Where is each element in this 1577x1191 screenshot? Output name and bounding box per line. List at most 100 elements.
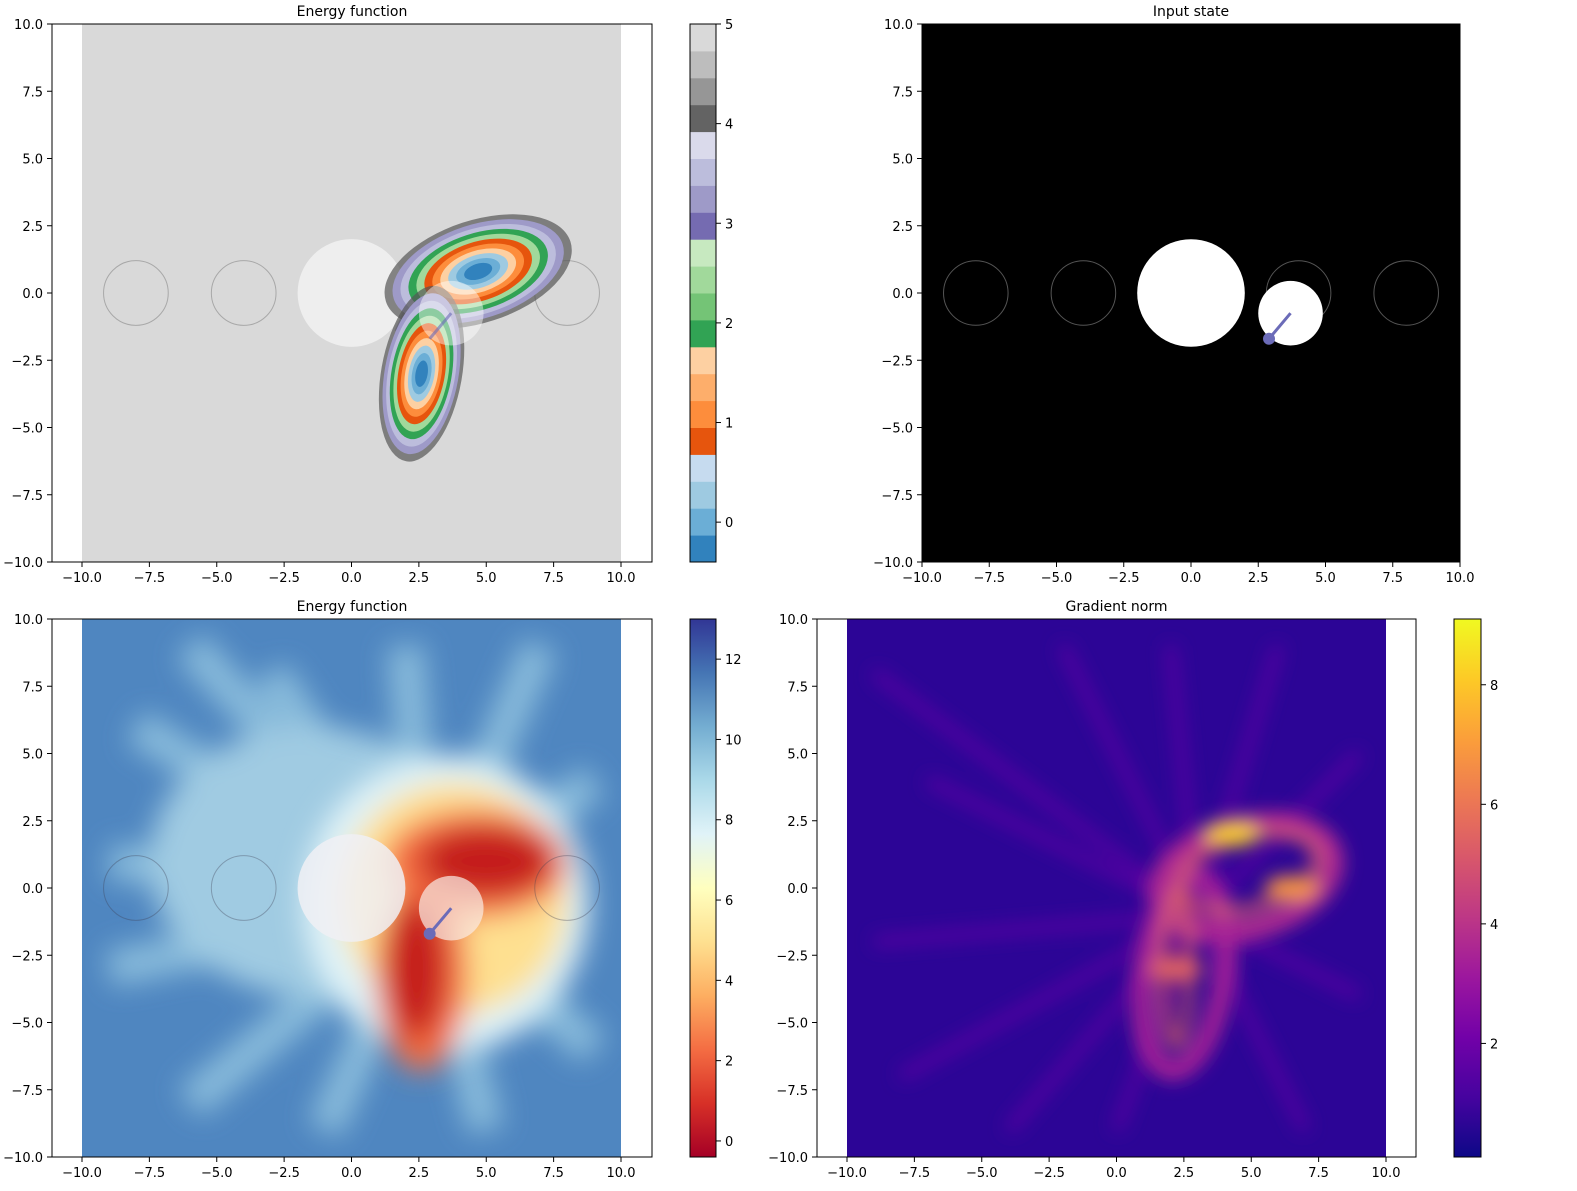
y-tick-label: −2.5 — [11, 949, 43, 964]
plot-title: Energy function — [297, 599, 408, 615]
y-tick-label: −5.0 — [11, 1017, 43, 1032]
y-tick-label: 10.0 — [884, 18, 913, 33]
x-tick-label: −10.0 — [62, 571, 102, 586]
colorbar-band — [690, 508, 716, 536]
y-tick-label: 0.0 — [787, 882, 808, 897]
x-tick-label: 0.0 — [1181, 571, 1202, 586]
contour-level — [464, 262, 493, 281]
colorbar: 0 2 4 6 8 10 12 — [689, 618, 742, 1158]
axes-frame — [51, 23, 653, 563]
y-tick-label: 2.5 — [22, 815, 43, 830]
panel-3: −10.0 −7.5 −5.0 −2.5 0.0 2.5 5.0 7.5 10.0 10.0 7.5… — [3, 599, 635, 1181]
colorbar-tick-label: 5 — [725, 18, 733, 33]
energy-field — [82, 619, 621, 1157]
x-tick-label: −10.0 — [62, 1166, 102, 1181]
x-tick-label: −2.5 — [1108, 571, 1140, 586]
gradient-hotspot — [1264, 875, 1319, 901]
y-tick-label: −7.5 — [11, 489, 43, 504]
gradient-ridge — [1131, 867, 1237, 1081]
x-tick-label: 7.5 — [543, 1166, 564, 1181]
colorbar-band — [690, 104, 716, 133]
gradient-streak — [1192, 644, 1283, 917]
colorbar-tick-label: 10 — [725, 733, 742, 748]
axes-frame — [816, 618, 1417, 1158]
y-tick-label: −7.5 — [11, 1084, 43, 1099]
y-tick-label: 0.0 — [22, 882, 43, 897]
contour-level — [415, 360, 428, 387]
y-tick-label: 0.0 — [892, 287, 913, 302]
y-tick-label: −5.0 — [881, 422, 913, 437]
colorbar-gradient — [1454, 619, 1481, 1157]
x-tick-label: −10.0 — [902, 571, 942, 586]
obstacle-outline — [943, 260, 1009, 326]
x-tick-label: −7.5 — [973, 571, 1005, 586]
x-tick-label: 10.0 — [607, 1166, 636, 1181]
colorbar-band — [690, 185, 716, 213]
colorbar-band — [690, 373, 716, 402]
gradient-streak — [873, 909, 1198, 947]
x-tick-label: −5.0 — [201, 571, 233, 586]
colorbar-tick-label: 2 — [725, 317, 733, 332]
colorbar-band — [690, 239, 716, 267]
colorbar: 0 1 2 3 4 5 — [689, 18, 733, 563]
colorbar-frame — [1453, 618, 1482, 1158]
state-layers — [943, 239, 1439, 347]
y-tick-label: 7.5 — [787, 680, 808, 695]
x-tick-label: −10.0 — [827, 1166, 867, 1181]
panel-4: −10.0 −7.5 −5.0 −2.5 0.0 2.5 5.0 7.5 10.0 10.0 7.5… — [768, 599, 1400, 1181]
colorbar-band — [690, 346, 716, 375]
obstacle-outline — [534, 855, 600, 921]
y-tick-label: −10.0 — [3, 1151, 43, 1166]
x-tick-label: −7.5 — [134, 1166, 166, 1181]
robot-tip — [1263, 332, 1276, 345]
x-tick-label: −7.5 — [899, 1166, 931, 1181]
obstacle-outline — [103, 260, 169, 326]
colorbar-tick-label: 12 — [725, 653, 742, 668]
x-tick-label: 10.0 — [1372, 1166, 1401, 1181]
y-tick-label: 5.0 — [22, 748, 43, 763]
x-tick-label: 2.5 — [1248, 571, 1269, 586]
x-tick-label: 2.5 — [409, 1166, 430, 1181]
colorbar-band — [690, 77, 716, 106]
colorbar-frame — [689, 23, 717, 563]
colorbar-tick-label: 0 — [725, 516, 733, 531]
plot-title: Energy function — [297, 4, 408, 20]
x-tick-label: 7.5 — [1382, 571, 1403, 586]
y-tick-label: 5.0 — [22, 153, 43, 168]
colorbar-band — [690, 293, 716, 321]
colorbar-band — [690, 454, 716, 482]
y-tick-label: −10.0 — [873, 556, 913, 571]
colorbar-band — [690, 427, 716, 455]
colorbar-frame — [689, 618, 717, 1158]
x-tick-label: −2.5 — [268, 1166, 300, 1181]
gradient-hotspot — [1148, 956, 1203, 981]
colorbar-tick-label: 8 — [1490, 679, 1498, 694]
colorbar-tick-label: 0 — [725, 1135, 733, 1150]
obstacle-filled — [297, 834, 406, 942]
y-tick-label: 7.5 — [892, 85, 913, 100]
obstacle-outline — [1050, 260, 1117, 326]
contour-layers — [103, 214, 600, 462]
y-tick-label: 10.0 — [779, 613, 808, 628]
colorbar-tick-label: 8 — [725, 814, 733, 829]
robot-arm — [428, 312, 453, 340]
y-tick-label: 2.5 — [787, 815, 808, 830]
y-tick-label: 10.0 — [14, 613, 43, 628]
colorbar-tick-label: 3 — [725, 217, 733, 232]
x-tick-label: 7.5 — [1308, 1166, 1329, 1181]
colorbar-tick-label: 6 — [1490, 798, 1498, 813]
colorbar: 2 4 6 8 — [1453, 618, 1498, 1158]
y-tick-label: −10.0 — [3, 556, 43, 571]
x-tick-label: 0.0 — [341, 571, 362, 586]
obstacle-filled — [297, 239, 406, 347]
y-tick-label: −7.5 — [776, 1084, 808, 1099]
colorbar-tick-label: 1 — [725, 417, 733, 432]
y-tick-label: 0.0 — [22, 287, 43, 302]
y-tick-label: 10.0 — [14, 18, 43, 33]
x-tick-label: −5.0 — [966, 1166, 998, 1181]
x-tick-label: 10.0 — [1446, 571, 1475, 586]
plot-title: Gradient norm — [1066, 599, 1168, 615]
obstacle-outline — [103, 855, 169, 921]
obstacle-filled — [1137, 239, 1245, 347]
